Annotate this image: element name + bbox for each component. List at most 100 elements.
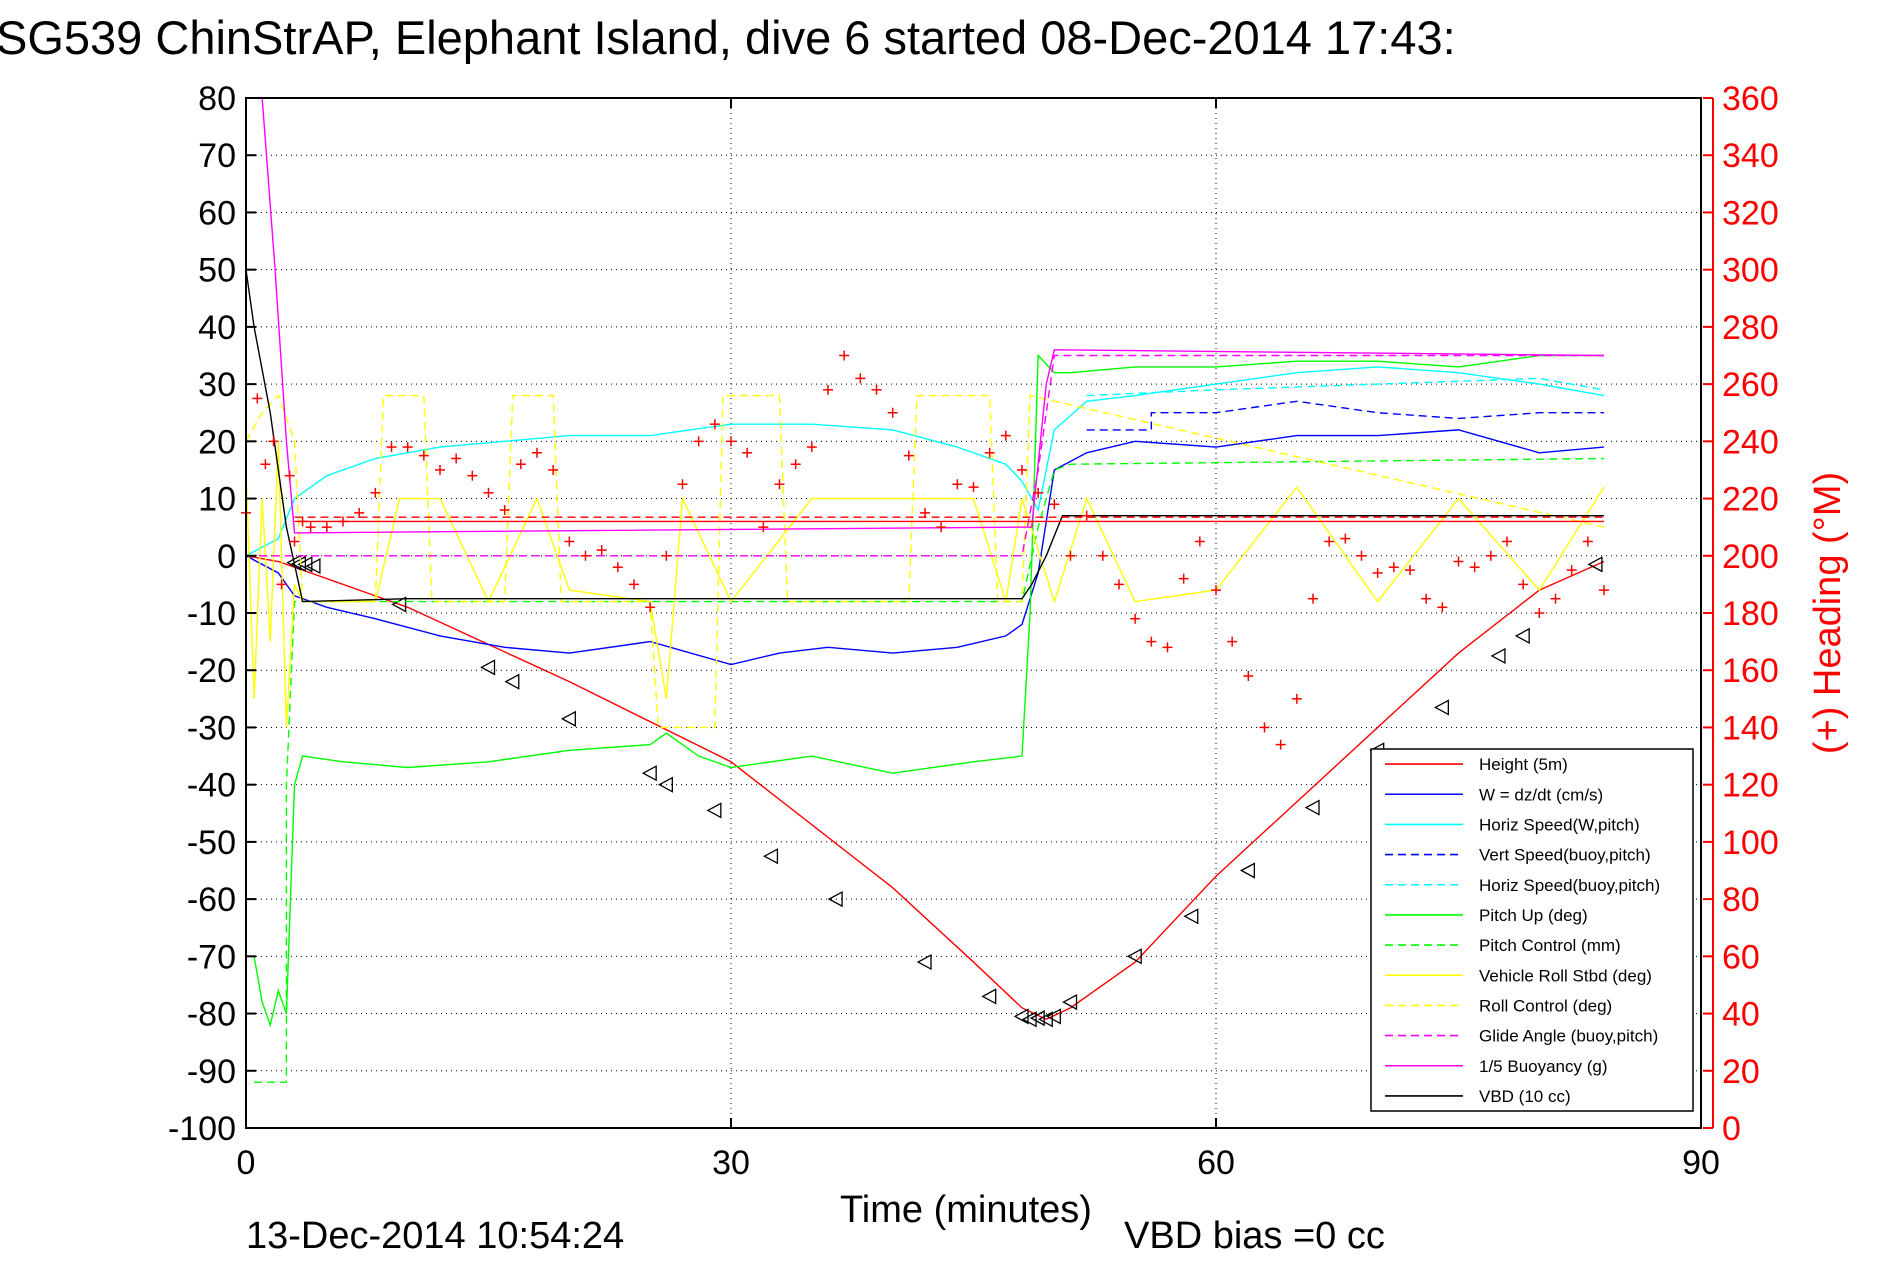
height-marker (480, 659, 496, 676)
heading-marker (305, 522, 316, 533)
heading-marker (252, 393, 263, 404)
legend-entry: Glide Angle (buoy,pitch) (1479, 1027, 1658, 1046)
legend-entry: Roll Control (deg) (1479, 996, 1612, 1015)
heading-marker (499, 505, 510, 515)
series-layer (241, 97, 1609, 1083)
height-marker (763, 848, 779, 865)
heading-marker (1194, 536, 1205, 547)
series-2-line (245, 429, 1605, 666)
y-tick-label: 80 (198, 80, 236, 118)
heading-marker (1388, 562, 1399, 573)
heading-marker (1582, 536, 1593, 547)
heading-marker (629, 579, 639, 590)
heading-marker (1097, 550, 1108, 561)
heading-marker (1340, 533, 1351, 544)
heading-marker (268, 436, 279, 447)
height-marker (1045, 1008, 1061, 1025)
y-tick-label: -50 (187, 824, 236, 862)
x-tick-label: 90 (1682, 1144, 1720, 1182)
height-marker (1021, 1011, 1037, 1028)
heading-marker (1211, 585, 1221, 596)
y-tick-label: -10 (187, 595, 236, 633)
heading-marker (1178, 573, 1189, 584)
grid-lines (246, 98, 1701, 1128)
legend-entry: Height (5m) (1479, 755, 1568, 774)
legend-entry: Vert Speed(buoy,pitch) (1479, 846, 1651, 865)
heading-marker (871, 384, 882, 395)
legend-entry: W = dz/dt (cm/s) (1479, 785, 1603, 804)
heading-marker (1065, 550, 1076, 561)
y-tick-label: -80 (187, 996, 236, 1034)
heading-marker (451, 453, 462, 464)
heading-marker (321, 522, 332, 533)
x-tick-label: 60 (1197, 1144, 1235, 1182)
heading-marker (1049, 499, 1060, 510)
height-marker (1514, 627, 1530, 644)
heading-marker (548, 464, 559, 475)
heading-marker (1566, 565, 1577, 576)
y-tick-label: 0 (217, 538, 236, 576)
legend-entry: Horiz Speed(W,pitch) (1479, 815, 1640, 834)
heading-marker (402, 442, 413, 453)
y-tick-label: 10 (198, 481, 236, 519)
heading-marker (289, 536, 300, 547)
y2-tick-label: 300 (1722, 252, 1779, 290)
legend-box (1370, 748, 1694, 1112)
heading-marker (386, 442, 397, 453)
legend-entry: Pitch Control (mm) (1479, 936, 1621, 955)
heading-marker (370, 487, 381, 498)
heading-marker (284, 470, 295, 481)
series-3-line (1086, 400, 1604, 431)
heading-marker (1502, 536, 1512, 547)
heading-marker (936, 522, 947, 533)
heading-marker (338, 516, 348, 527)
y2-tick-label: 100 (1722, 824, 1779, 862)
heading-marker (515, 459, 526, 470)
heading-marker (903, 450, 914, 461)
y-tick-label: 30 (198, 366, 236, 404)
heading-marker (1437, 602, 1448, 613)
heading-marker (887, 407, 898, 418)
height-marker (560, 710, 576, 727)
series-12-line (245, 269, 1604, 603)
heading-marker (612, 562, 623, 573)
heading-marker (1356, 550, 1367, 561)
heading-marker (742, 447, 753, 458)
y2-tick-label: 160 (1722, 652, 1779, 690)
heading-marker (532, 447, 542, 458)
heading-marker (1550, 593, 1561, 604)
heading-marker (1372, 567, 1383, 578)
heading-marker (709, 419, 720, 430)
heading-marker (984, 447, 995, 458)
heading-marker (1324, 536, 1335, 547)
heading-marker (1453, 556, 1464, 567)
heading-marker (1421, 593, 1432, 604)
height-marker (504, 673, 520, 690)
heading-marker (1534, 608, 1545, 618)
heading-marker (467, 470, 478, 481)
heading-marker (1017, 464, 1027, 475)
series-7-line (254, 457, 1605, 1083)
heading-marker (418, 450, 429, 461)
y2-tick-label: 0 (1722, 1110, 1741, 1148)
heading-marker (677, 479, 688, 490)
y2-tick-label: 360 (1722, 80, 1779, 118)
y2-tick-label: 140 (1722, 709, 1779, 747)
height-marker (981, 988, 997, 1005)
heading-marker (1599, 585, 1609, 596)
heading-marker (693, 436, 704, 447)
x-tick-label: 0 (237, 1144, 256, 1182)
heading-marker (276, 579, 287, 590)
y2-tick-label: 120 (1722, 767, 1779, 805)
footer-timestamp: 13-Dec-2014 10:54:24 (246, 1215, 624, 1257)
heading-marker (580, 550, 591, 561)
heading-marker (297, 516, 308, 527)
heading-marker (968, 482, 979, 493)
heading-marker (952, 479, 963, 490)
y-tick-label: -30 (187, 709, 236, 747)
legend: Height (5m) W = dz/dt (cm/s) Horiz Speed(W… (1370, 748, 1694, 1112)
y2-tick-label: 20 (1722, 1053, 1760, 1091)
heading-marker (839, 350, 850, 361)
heading-marker (790, 459, 801, 470)
height-marker (827, 891, 843, 908)
